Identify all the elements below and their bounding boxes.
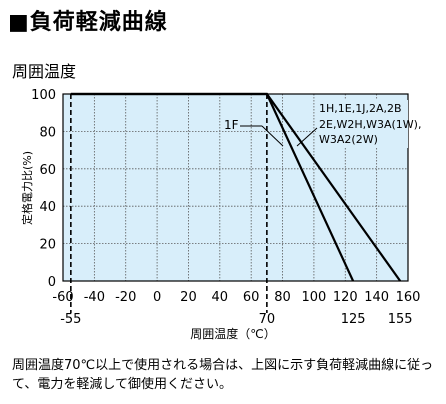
x-tick-label-lower: 70 bbox=[259, 312, 276, 327]
legend-backdrop bbox=[316, 100, 408, 148]
x-tick-label: 40 bbox=[212, 290, 229, 305]
x-tick-label-lower: -55 bbox=[60, 312, 81, 327]
series-label-group-line3: W3A2(2W) bbox=[319, 133, 378, 146]
x-tick-label: 140 bbox=[364, 290, 389, 305]
x-tick-label: -60 bbox=[52, 290, 73, 305]
series-label-group-line2: 2E,W2H,W3A(1W), bbox=[319, 118, 421, 131]
x-tick-label: 120 bbox=[333, 290, 358, 305]
x-tick-label: 100 bbox=[301, 290, 326, 305]
y-tick-label: 100 bbox=[31, 88, 56, 103]
y-tick-label: 40 bbox=[39, 200, 56, 215]
leader-group bbox=[296, 127, 318, 147]
x-tick-label: 60 bbox=[243, 290, 260, 305]
page-title: ■負荷軽減曲線 bbox=[8, 10, 168, 35]
x-axis-label: 周囲温度（℃） bbox=[190, 326, 275, 341]
x-tick-label: -20 bbox=[115, 290, 136, 305]
x-tick-label-lower: 155 bbox=[388, 312, 413, 327]
annotations: 1F 1H,1E,1J,2A,2B 2E,W2H,W3A(1W), W3A2(2… bbox=[224, 100, 421, 148]
y-axis-label: 定格電力比(%) bbox=[20, 151, 34, 225]
y-tick-label: 60 bbox=[39, 163, 56, 178]
plot-frame bbox=[62, 93, 409, 282]
x-tick-label: 160 bbox=[396, 290, 421, 305]
derating-curve-chart: 0 20 40 60 80 100 -60 -40 -20 0 20 40 60 80 100 120 140 1… bbox=[20, 88, 421, 341]
x-tick-label: -40 bbox=[84, 290, 105, 305]
usage-note: 周囲温度70℃以上で使用される場合は、上図に示す負荷軽減曲線に従って、電力を軽減… bbox=[12, 358, 434, 392]
y-tick-label: 0 bbox=[48, 275, 56, 290]
x-tick-label-lower: 125 bbox=[341, 312, 366, 327]
x-tick-label: 20 bbox=[180, 290, 197, 305]
series-label-group-line1: 1H,1E,1J,2A,2B bbox=[319, 102, 402, 115]
tick-labels: 0 20 40 60 80 100 -60 -40 -20 0 20 40 60 80 100 120 140 1… bbox=[31, 88, 420, 327]
y-tick-label: 80 bbox=[39, 125, 56, 140]
chart-subtitle: 周囲温度 bbox=[12, 62, 77, 81]
series-label-1f: 1F bbox=[224, 118, 239, 132]
leader-1f-drop bbox=[261, 125, 284, 147]
x-tick-label: 80 bbox=[274, 290, 291, 305]
x-tick-label: 0 bbox=[153, 290, 161, 305]
y-tick-label: 20 bbox=[39, 238, 56, 253]
